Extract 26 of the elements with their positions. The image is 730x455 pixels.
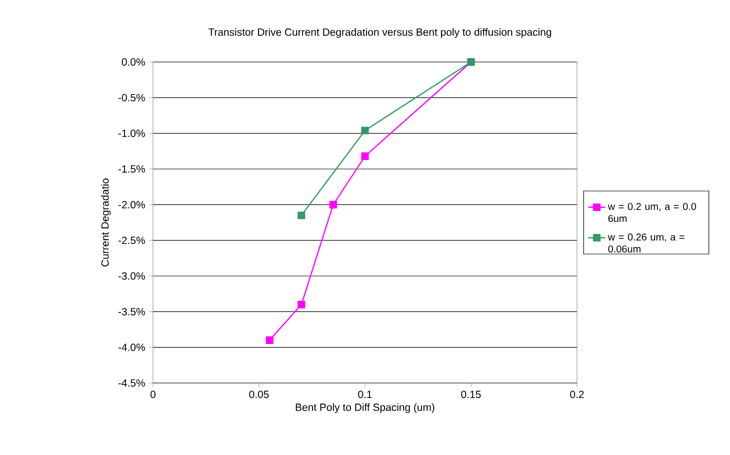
- y-tick-label: -2.5%: [118, 236, 145, 244]
- y-tick-label: -1.0%: [118, 130, 145, 138]
- x-tick-label: 0.1: [358, 390, 372, 398]
- x-axis-title: Bent Poly to Diff Spacing (um): [296, 403, 434, 414]
- y-tick-label: -3.5%: [118, 308, 145, 316]
- x-tick-label: 0.15: [461, 390, 481, 398]
- y-tick-label: -2.0%: [118, 200, 145, 208]
- y-tick-label: 0.0%: [122, 58, 145, 66]
- point: [329, 200, 337, 208]
- y-tick-label: -4.0%: [118, 344, 145, 352]
- y-tick-label: -3.0%: [118, 272, 145, 280]
- legend-label: w = 0.2 um, a = 0.0 6um: [608, 202, 696, 222]
- point: [298, 300, 306, 308]
- point: [298, 212, 306, 220]
- y-axis-title: Current Degradatio: [101, 178, 111, 266]
- y-tick-label: -1.5%: [118, 165, 145, 173]
- legend-label: w = 0.26 um, a = 0.06um: [608, 233, 684, 252]
- x-tick-label: 0: [150, 390, 156, 398]
- point: [361, 126, 369, 134]
- x-tick-label: 0.2: [570, 390, 584, 398]
- x-tick-label: 0.05: [249, 390, 269, 398]
- point: [266, 336, 274, 344]
- point: [361, 152, 369, 160]
- y-tick-label: -0.5%: [118, 94, 145, 102]
- y-tick-label: -4.5%: [118, 379, 145, 387]
- chart-title: Transistor Drive Current Degradation versus Bent poly to diffusion spacing: [208, 28, 552, 38]
